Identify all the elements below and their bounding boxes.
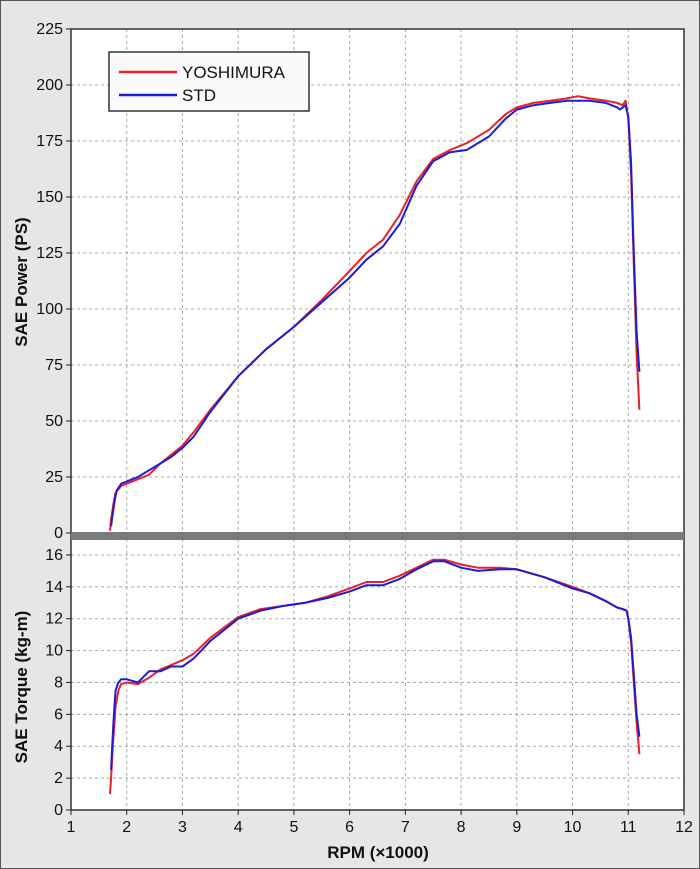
grid-layer (71, 29, 684, 810)
power-y-tick-label: 50 (45, 413, 63, 430)
torque-y-tick-label: 16 (45, 547, 63, 564)
torque-y-tick-label: 4 (54, 738, 63, 755)
power-y-axis-title: SAE Power (PS) (12, 217, 31, 346)
power-series-std (110, 99, 641, 527)
x-tick-label: 10 (564, 819, 582, 836)
frame-layer (70, 28, 685, 811)
power-y-tick-label: 225 (36, 21, 63, 38)
plot-area (71, 29, 684, 810)
torque-y-tick-label: 0 (54, 802, 63, 819)
series-layer (109, 95, 641, 795)
torque-y-tick-label: 8 (54, 674, 63, 691)
legend-box (108, 51, 310, 112)
x-tick-label: 5 (289, 819, 298, 836)
x-tick-label: 4 (234, 819, 243, 836)
torque-series-std (110, 560, 641, 771)
legend: YOSHIMURA STD (108, 51, 310, 112)
x-tick-label: 8 (457, 819, 466, 836)
legend-label-std: STD (182, 86, 216, 105)
x-tick-label: 2 (122, 819, 131, 836)
power-y-tick-label: 175 (36, 133, 63, 150)
x-tick-label: 7 (401, 819, 410, 836)
power-y-tick-label: 75 (45, 357, 63, 374)
x-axis-title: RPM (×1000) (327, 843, 429, 862)
power-y-tick-label: 0 (54, 525, 63, 542)
power-y-tick-label: 125 (36, 245, 63, 262)
x-tick-label: 3 (178, 819, 187, 836)
power-series-yoshimura (109, 95, 641, 531)
power-y-tick-label: 200 (36, 77, 63, 94)
panel-divider (71, 532, 684, 540)
torque-y-axis-title: SAE Torque (kg-m) (12, 611, 31, 764)
power-y-tick-label: 100 (36, 301, 63, 318)
torque-y-tick-label: 2 (54, 770, 63, 787)
torque-y-tick-label: 6 (54, 706, 63, 723)
plot-frame (70, 28, 685, 811)
power-y-tick-label: 150 (36, 189, 63, 206)
legend-label-yoshimura: YOSHIMURA (182, 63, 286, 82)
x-tick-label: 1 (67, 819, 76, 836)
power-y-tick-label: 25 (45, 469, 63, 486)
x-tick-label: 12 (675, 819, 693, 836)
x-tick-label: 9 (512, 819, 521, 836)
torque-y-tick-label: 10 (45, 643, 63, 660)
x-tick-label: 11 (620, 819, 637, 836)
torque-y-tick-label: 14 (45, 579, 63, 596)
torque-y-tick-label: 12 (45, 611, 63, 628)
x-tick-label: 6 (345, 819, 354, 836)
